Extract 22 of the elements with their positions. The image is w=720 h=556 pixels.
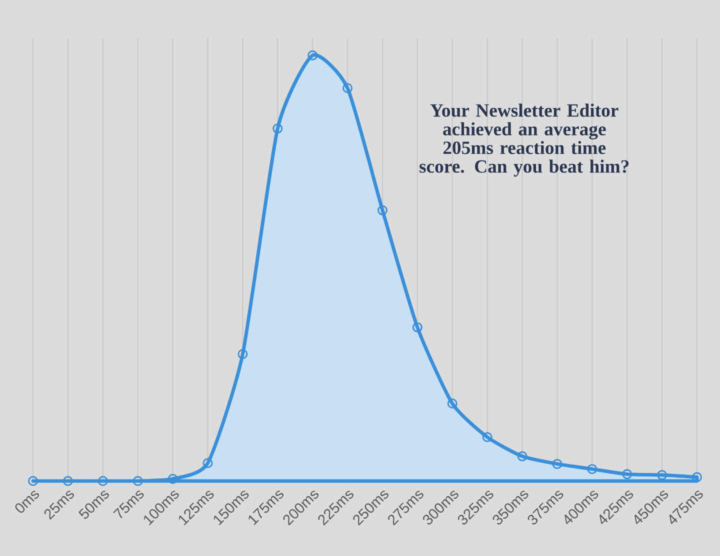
point (238, 349, 248, 360)
point (308, 50, 318, 60)
point (692, 472, 702, 482)
point (552, 458, 562, 469)
point (132, 476, 143, 486)
point (377, 205, 388, 216)
point (587, 464, 598, 474)
point (168, 474, 178, 484)
point (98, 476, 108, 486)
point (342, 83, 353, 94)
point (412, 322, 422, 332)
x-tick-label: 0ms (15, 490, 39, 513)
point (447, 398, 458, 409)
point (657, 470, 668, 480)
point (482, 432, 492, 442)
point (517, 451, 528, 462)
point (28, 476, 38, 486)
point (202, 458, 213, 468)
annotation: Your Newsletter Editor achieved an average 205ms reaction time score. Can you beat him? (420, 104, 629, 177)
point (272, 124, 283, 134)
point (62, 476, 73, 486)
point (622, 469, 632, 480)
